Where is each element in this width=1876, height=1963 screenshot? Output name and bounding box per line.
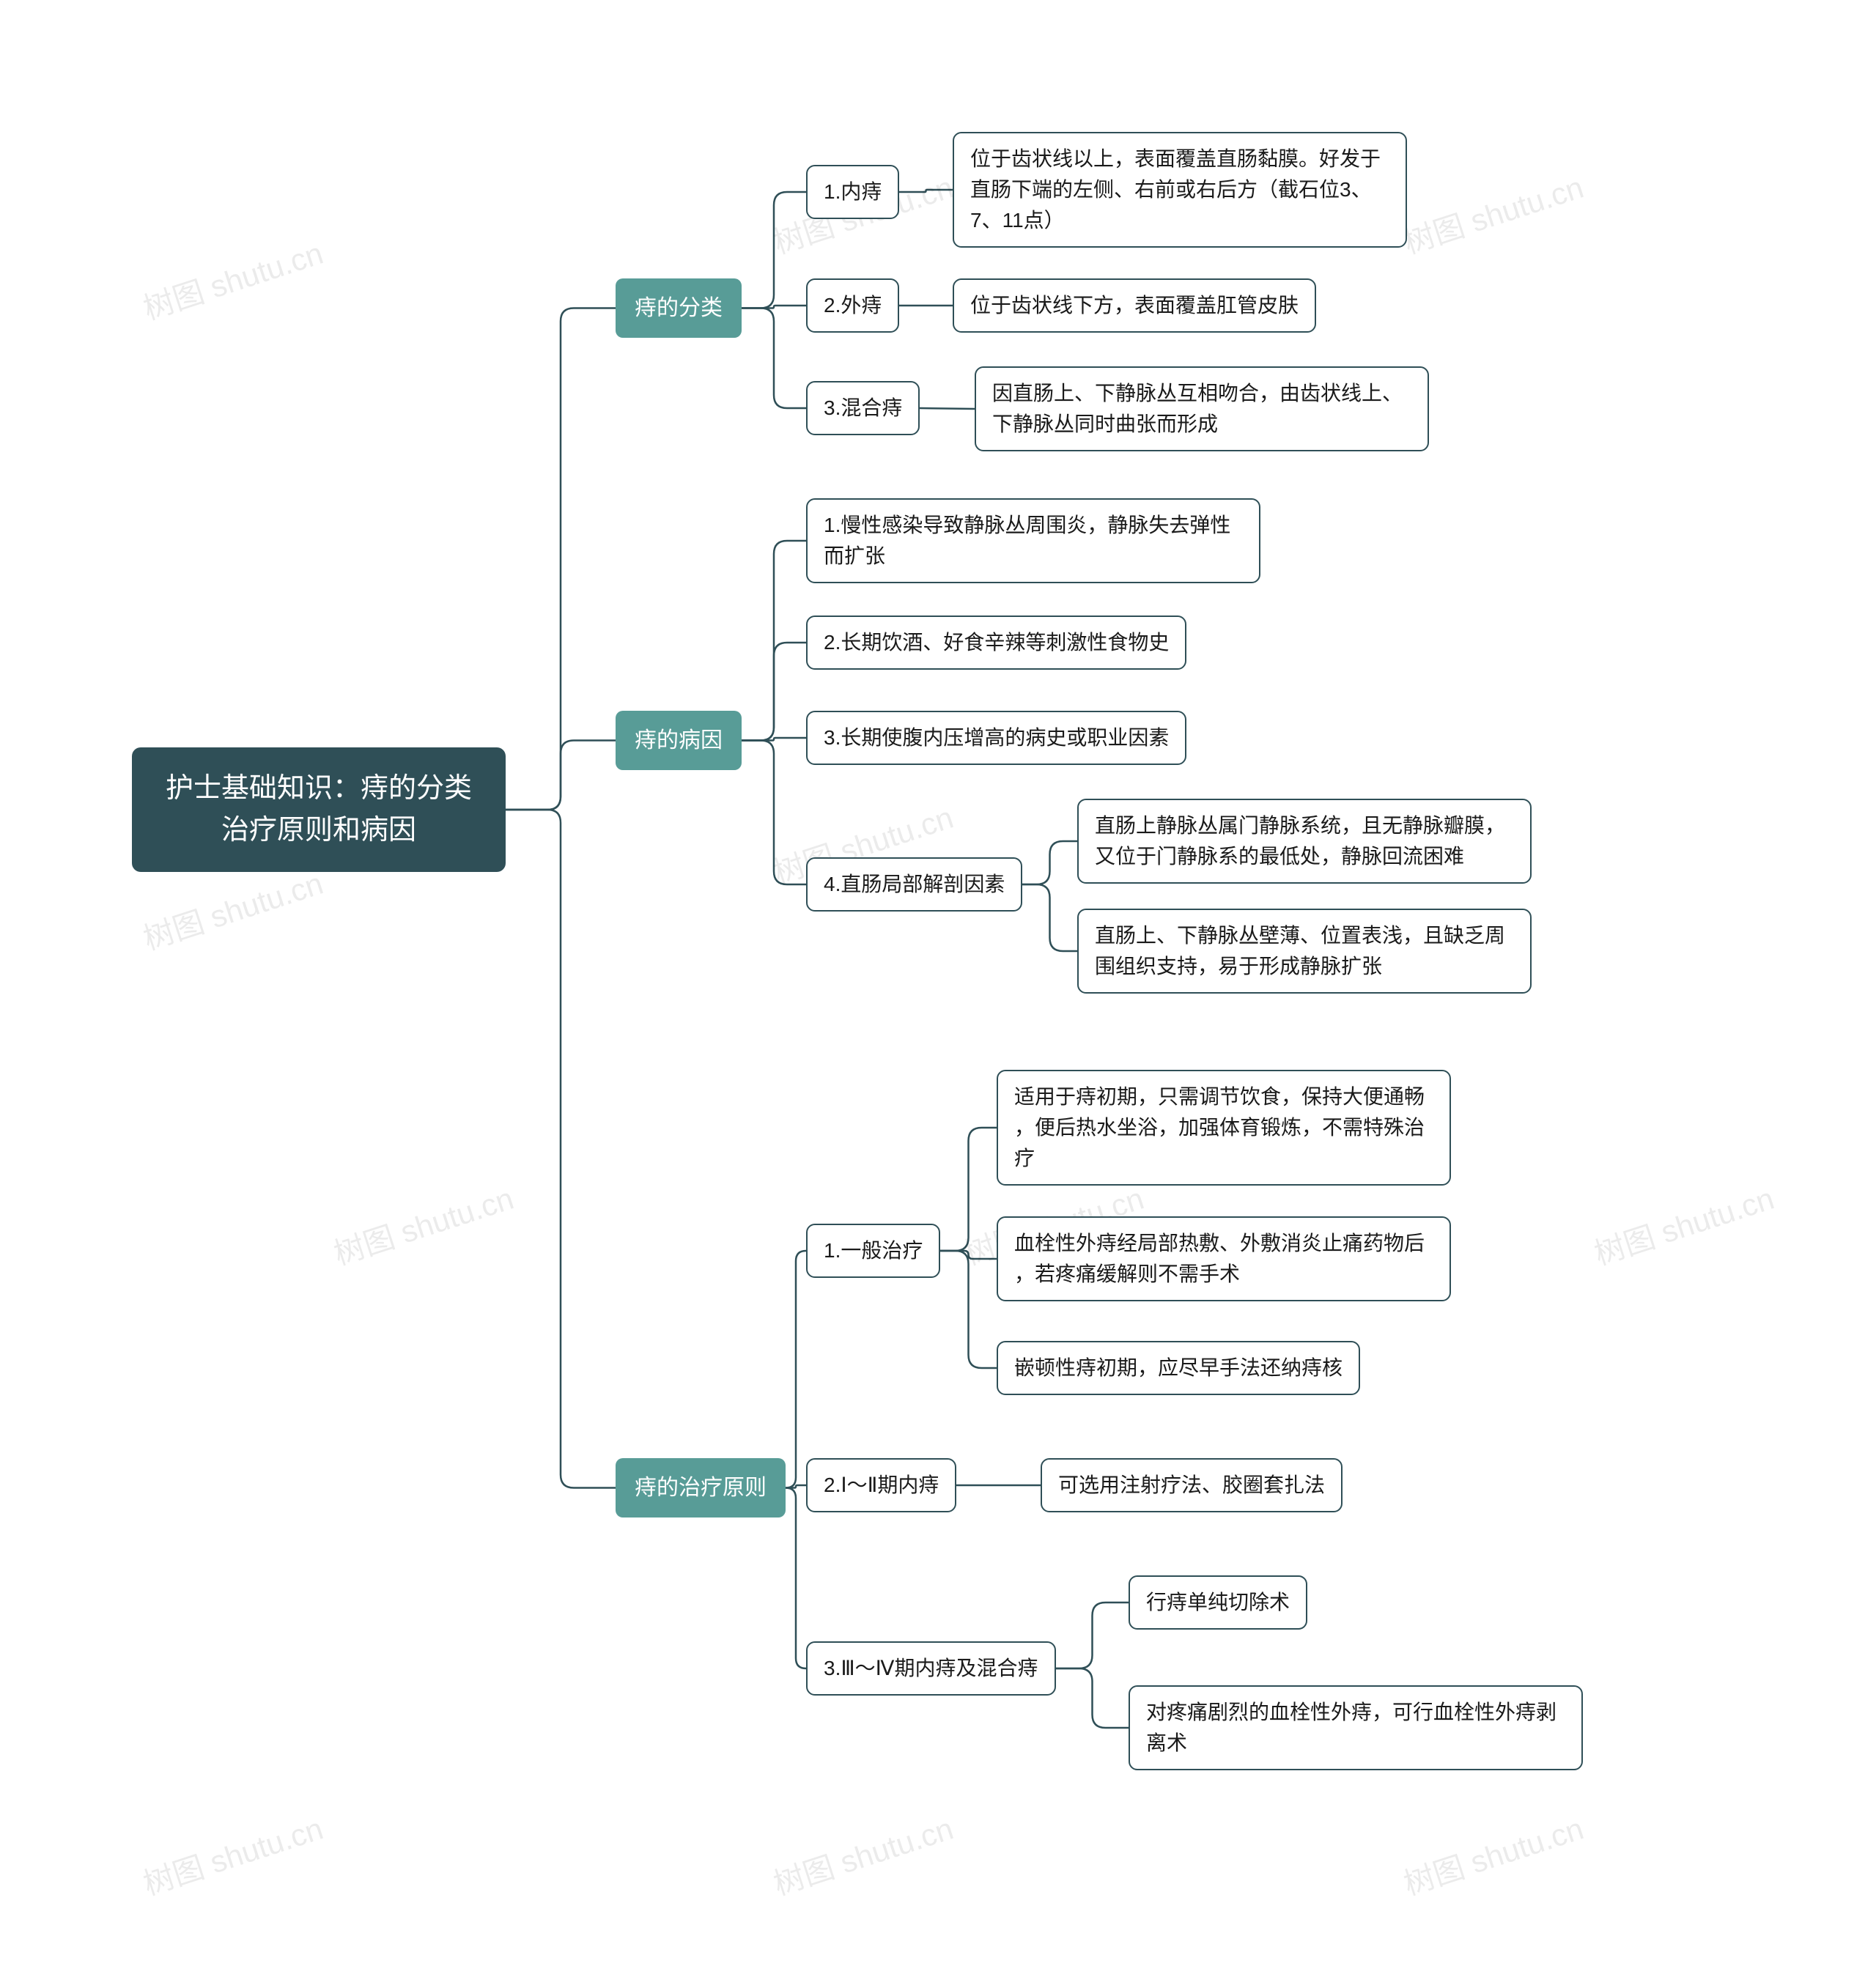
node-b2n4: 4.直肠局部解剖因素 bbox=[806, 857, 1022, 912]
connector bbox=[742, 308, 806, 409]
node-b2n1: 1.慢性感染导致静脉丛周围炎，静脉失去弹性 而扩张 bbox=[806, 498, 1260, 583]
connector bbox=[742, 741, 806, 885]
node-b2: 痔的病因 bbox=[616, 711, 742, 770]
node-b1n1: 1.内痔 bbox=[806, 165, 899, 219]
connector bbox=[742, 192, 806, 308]
watermark: 树图 shutu.cn bbox=[137, 859, 328, 959]
node-b2n4b: 直肠上、下静脉丛壁薄、位置表浅，且缺乏周 围组织支持，易于形成静脉扩张 bbox=[1077, 909, 1532, 994]
connector bbox=[786, 1488, 806, 1669]
node-b3n3b: 对疼痛剧烈的血栓性外痔，可行血栓性外痔剥 离术 bbox=[1129, 1685, 1583, 1770]
node-b3n1b: 血栓性外痔经局部热敷、外敷消炎止痛药物后 ，若疼痛缓解则不需手术 bbox=[997, 1216, 1451, 1301]
mindmap-canvas: 树图 shutu.cn 树图 shutu.cn 树图 shutu.cn 树图 shut… bbox=[0, 0, 1876, 1963]
connector bbox=[1056, 1602, 1129, 1668]
node-b3n1a: 适用于痔初期，只需调节饮食，保持大便通畅 ，便后热水坐浴，加强体育锻炼，不需特殊… bbox=[997, 1070, 1451, 1186]
node-b3n2d: 可选用注射疗法、胶圈套扎法 bbox=[1041, 1458, 1343, 1512]
connector bbox=[1022, 884, 1077, 951]
connector bbox=[742, 541, 806, 741]
connector bbox=[742, 306, 806, 308]
node-b1n3: 3.混合痔 bbox=[806, 381, 920, 435]
node-b1: 痔的分类 bbox=[616, 278, 742, 338]
watermark: 树图 shutu.cn bbox=[328, 1174, 519, 1274]
node-b1n2d: 位于齿状线下方，表面覆盖肛管皮肤 bbox=[953, 278, 1316, 333]
connector bbox=[920, 408, 975, 409]
connector bbox=[742, 738, 806, 741]
watermark: 树图 shutu.cn bbox=[137, 229, 328, 329]
node-b3n1: 1.一般治疗 bbox=[806, 1224, 940, 1278]
watermark: 树图 shutu.cn bbox=[1397, 163, 1589, 263]
node-b2n4a: 直肠上静脉丛属门静脉系统，且无静脉瓣膜， 又位于门静脉系的最低处，静脉回流困难 bbox=[1077, 799, 1532, 884]
connector bbox=[940, 1251, 997, 1368]
watermark: 树图 shutu.cn bbox=[137, 1804, 328, 1904]
connector bbox=[506, 308, 616, 810]
connector bbox=[940, 1128, 997, 1251]
node-b3n2: 2.Ⅰ～Ⅱ期内痔 bbox=[806, 1458, 956, 1512]
connector bbox=[1022, 841, 1077, 884]
node-b2n2: 2.长期饮酒、好食辛辣等刺激性食物史 bbox=[806, 615, 1186, 670]
connector bbox=[786, 1251, 806, 1488]
watermark: 树图 shutu.cn bbox=[1588, 1174, 1779, 1274]
connector bbox=[506, 810, 616, 1488]
node-root: 护士基础知识：痔的分类 治疗原则和病因 bbox=[132, 747, 506, 872]
node-b2n3: 3.长期使腹内压增高的病史或职业因素 bbox=[806, 711, 1186, 765]
node-b3: 痔的治疗原则 bbox=[616, 1458, 786, 1517]
node-b3n1c: 嵌顿性痔初期，应尽早手法还纳痔核 bbox=[997, 1341, 1360, 1395]
connector bbox=[786, 1485, 806, 1488]
watermark: 树图 shutu.cn bbox=[767, 1804, 959, 1904]
watermark: 树图 shutu.cn bbox=[1397, 1804, 1589, 1904]
node-b1n3d: 因直肠上、下静脉丛互相吻合，由齿状线上、 下静脉丛同时曲张而形成 bbox=[975, 366, 1429, 451]
connector bbox=[742, 643, 806, 741]
connector bbox=[899, 190, 953, 192]
node-b3n3a: 行痔单纯切除术 bbox=[1129, 1575, 1307, 1630]
node-b1n1d: 位于齿状线以上，表面覆盖直肠黏膜。好发于 直肠下端的左侧、右前或右后方（截石位3… bbox=[953, 132, 1407, 248]
connector bbox=[506, 741, 616, 810]
connector bbox=[940, 1251, 997, 1259]
connector bbox=[1056, 1668, 1129, 1728]
node-b1n2: 2.外痔 bbox=[806, 278, 899, 333]
node-b3n3: 3.Ⅲ～Ⅳ期内痔及混合痔 bbox=[806, 1641, 1056, 1696]
